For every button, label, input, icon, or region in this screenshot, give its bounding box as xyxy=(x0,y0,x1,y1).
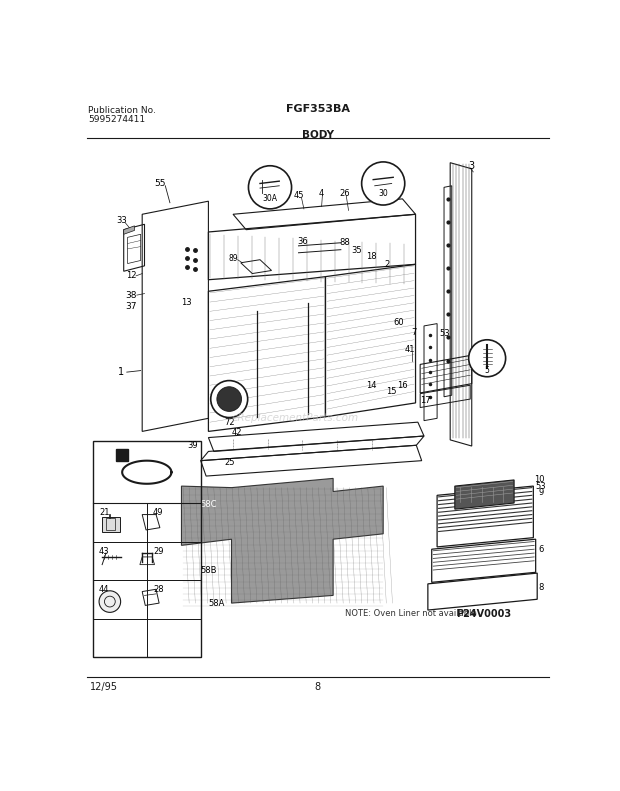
Bar xyxy=(147,619,201,657)
Text: 30: 30 xyxy=(378,189,388,198)
Text: 38: 38 xyxy=(126,290,137,300)
Text: 53: 53 xyxy=(536,482,546,490)
Text: 25: 25 xyxy=(224,459,234,467)
Text: 41: 41 xyxy=(405,345,415,354)
Text: 33: 33 xyxy=(116,216,126,225)
Text: BODY: BODY xyxy=(302,131,334,140)
Text: 26: 26 xyxy=(339,189,350,198)
Text: 10: 10 xyxy=(534,475,545,484)
Text: 53: 53 xyxy=(440,329,450,338)
Circle shape xyxy=(361,162,405,205)
Text: 88: 88 xyxy=(339,238,350,248)
Text: Publication No.: Publication No. xyxy=(88,107,156,115)
Text: 72: 72 xyxy=(224,418,234,426)
Text: 9: 9 xyxy=(538,488,544,497)
Polygon shape xyxy=(455,480,514,509)
Text: 7: 7 xyxy=(411,327,417,337)
Text: 39: 39 xyxy=(188,441,198,450)
Circle shape xyxy=(469,340,506,377)
Bar xyxy=(147,503,201,542)
Text: 17: 17 xyxy=(420,396,431,405)
Text: 8: 8 xyxy=(538,583,544,592)
Text: 21: 21 xyxy=(99,509,110,517)
Text: 30A: 30A xyxy=(262,195,278,203)
Bar xyxy=(147,542,201,580)
Text: 16: 16 xyxy=(397,380,408,390)
Text: 29: 29 xyxy=(153,547,164,556)
Text: FGF353BA: FGF353BA xyxy=(286,104,350,114)
Bar xyxy=(93,580,147,619)
Text: 43: 43 xyxy=(99,547,110,556)
Text: 18: 18 xyxy=(366,252,377,261)
Text: 58C: 58C xyxy=(200,500,216,509)
Text: 60: 60 xyxy=(393,317,404,327)
Bar xyxy=(93,503,147,542)
Text: 12: 12 xyxy=(126,271,136,280)
Bar xyxy=(93,619,147,657)
Text: 40: 40 xyxy=(471,356,481,365)
Text: 2: 2 xyxy=(384,259,390,269)
Bar xyxy=(93,542,147,580)
Circle shape xyxy=(217,387,242,411)
Text: 37: 37 xyxy=(126,302,137,311)
Polygon shape xyxy=(124,225,135,234)
Text: 42: 42 xyxy=(232,428,242,437)
Text: 44: 44 xyxy=(99,585,110,594)
Text: 1: 1 xyxy=(118,367,125,377)
Text: 55: 55 xyxy=(154,179,166,188)
Text: 89: 89 xyxy=(228,255,238,263)
Text: 35: 35 xyxy=(351,246,361,255)
Bar xyxy=(93,441,201,657)
Text: 8: 8 xyxy=(315,682,321,691)
Text: 15: 15 xyxy=(386,387,396,396)
Text: 4: 4 xyxy=(319,189,324,198)
Bar xyxy=(147,580,201,619)
Circle shape xyxy=(249,166,291,209)
Text: P24V0003: P24V0003 xyxy=(456,609,512,619)
Text: 12/95: 12/95 xyxy=(90,682,118,691)
Polygon shape xyxy=(182,479,383,603)
Text: 28: 28 xyxy=(153,585,164,594)
Text: 36: 36 xyxy=(297,237,308,246)
Text: 14: 14 xyxy=(366,381,377,391)
Text: NOTE: Oven Liner not available: NOTE: Oven Liner not available xyxy=(345,609,476,619)
Text: 58B: 58B xyxy=(200,566,216,575)
Text: 5: 5 xyxy=(485,366,490,375)
Text: 45: 45 xyxy=(294,191,304,199)
Text: 5995274411: 5995274411 xyxy=(88,115,146,124)
Text: 58A: 58A xyxy=(208,599,224,607)
Circle shape xyxy=(99,591,121,612)
Text: 49: 49 xyxy=(153,509,164,517)
Text: 3: 3 xyxy=(469,161,475,171)
Circle shape xyxy=(211,380,247,418)
Text: 6: 6 xyxy=(538,545,544,554)
Text: 13: 13 xyxy=(182,298,192,308)
Polygon shape xyxy=(102,517,120,532)
Text: eReplacementParts.com: eReplacementParts.com xyxy=(231,414,358,423)
